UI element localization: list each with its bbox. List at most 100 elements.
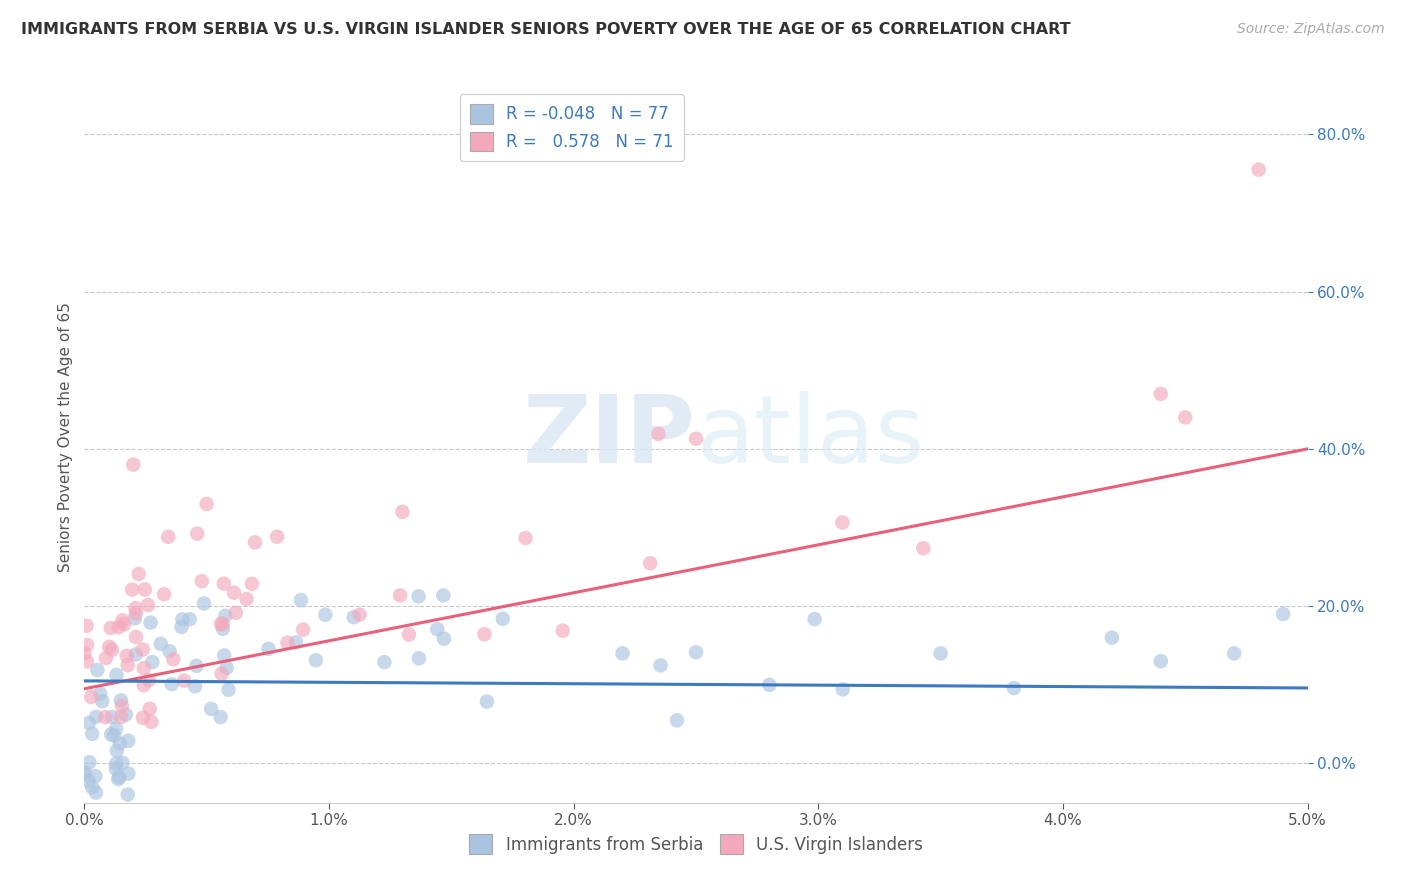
Point [193, 596, 215, 610]
Point [94, 651, 117, 665]
Point [685, 645, 707, 659]
Point [76, 655, 98, 669]
Point [110, 693, 132, 707]
Text: IMMIGRANTS FROM SERBIA VS U.S. VIRGIN ISLANDER SENIORS POVERTY OVER THE AGE OF 6: IMMIGRANTS FROM SERBIA VS U.S. VIRGIN IS… [21, 22, 1071, 37]
Point [77, 715, 100, 730]
Point [76, 618, 98, 632]
Point [1101, 631, 1123, 645]
Point [398, 627, 420, 641]
Legend: Immigrants from Serbia, U.S. Virgin Islanders: Immigrants from Serbia, U.S. Virgin Isla… [463, 828, 929, 860]
Text: atlas: atlas [696, 391, 924, 483]
Point [612, 646, 634, 660]
Point [111, 698, 134, 713]
Point [159, 644, 181, 658]
Point [132, 642, 155, 657]
Point [170, 620, 193, 634]
Point [141, 714, 163, 729]
Y-axis label: Seniors Poverty Over the Age of 65: Seniors Poverty Over the Age of 65 [58, 302, 73, 572]
Point [638, 556, 661, 570]
Point [758, 678, 780, 692]
Point [257, 641, 280, 656]
Point [139, 615, 162, 630]
Point [184, 679, 207, 693]
Point [209, 710, 232, 724]
Point [349, 607, 371, 622]
Point [115, 707, 138, 722]
Point [211, 616, 233, 631]
Point [94, 710, 117, 724]
Point [240, 576, 263, 591]
Point [91, 694, 114, 708]
Point [215, 661, 238, 675]
Point [105, 744, 128, 758]
Point [650, 658, 672, 673]
Point [76, 638, 98, 652]
Point [73, 765, 96, 780]
Point [292, 623, 315, 637]
Point [225, 606, 247, 620]
Point [191, 574, 214, 589]
Point [136, 598, 159, 612]
Point [831, 682, 853, 697]
Point [108, 736, 131, 750]
Point [1002, 681, 1025, 695]
Point [79, 756, 101, 770]
Point [134, 582, 156, 597]
Point [138, 702, 160, 716]
Point [141, 655, 163, 669]
Point [124, 601, 146, 615]
Point [82, 780, 104, 795]
Point [73, 767, 96, 781]
Point [107, 772, 129, 786]
Point [149, 637, 172, 651]
Point [1150, 654, 1173, 668]
Point [103, 729, 125, 743]
Point [1174, 410, 1197, 425]
Point [492, 612, 515, 626]
Point [214, 608, 236, 623]
Point [426, 622, 449, 636]
Point [266, 530, 288, 544]
Point [121, 582, 143, 597]
Point [73, 646, 96, 660]
Point [179, 612, 201, 626]
Point [77, 774, 100, 789]
Point [110, 710, 132, 724]
Point [408, 590, 430, 604]
Point [1150, 387, 1173, 401]
Point [100, 727, 122, 741]
Point [343, 610, 366, 624]
Point [212, 576, 235, 591]
Point [86, 663, 108, 677]
Point [82, 727, 104, 741]
Point [389, 588, 412, 602]
Point [128, 566, 150, 581]
Point [132, 711, 155, 725]
Point [117, 766, 139, 780]
Point [515, 531, 537, 545]
Point [212, 648, 235, 663]
Point [218, 682, 240, 697]
Point [685, 432, 707, 446]
Point [432, 589, 454, 603]
Point [475, 695, 498, 709]
Point [132, 678, 155, 692]
Point [408, 651, 430, 665]
Point [125, 630, 148, 644]
Point [100, 621, 122, 635]
Point [186, 526, 208, 541]
Point [433, 632, 456, 646]
Point [84, 769, 107, 783]
Point [243, 535, 266, 549]
Point [115, 648, 138, 663]
Point [290, 593, 312, 607]
Point [1223, 646, 1246, 660]
Point [153, 587, 176, 601]
Point [122, 458, 145, 472]
Point [111, 756, 134, 770]
Point [373, 655, 395, 669]
Point [172, 612, 194, 626]
Point [305, 653, 328, 667]
Point [235, 592, 257, 607]
Point [101, 642, 124, 657]
